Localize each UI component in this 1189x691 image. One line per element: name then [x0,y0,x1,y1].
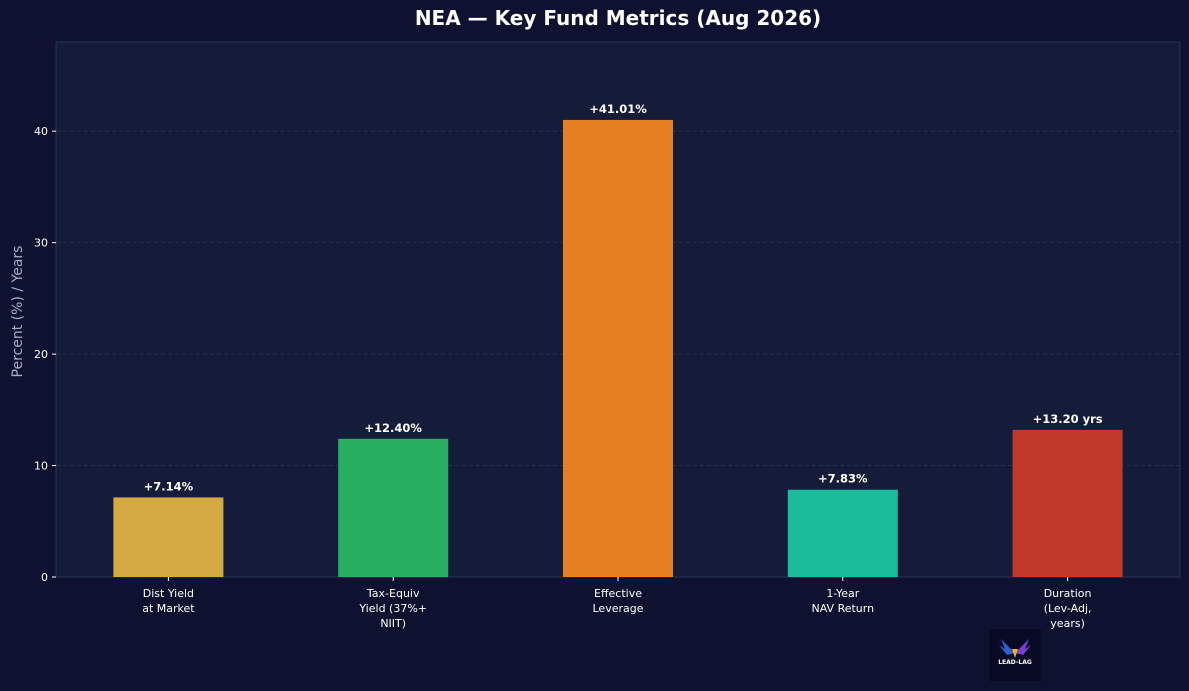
bar [787,489,898,577]
bar [1012,429,1123,577]
y-tick-label: 20 [34,348,48,361]
data-label: +41.01% [589,102,647,116]
lead-lag-logo: LEAD-LAG [989,629,1041,681]
x-tick-label: Yield (37%+ [358,602,427,615]
x-tick-label: Effective [594,587,642,600]
y-tick-label: 30 [34,237,48,250]
x-tick-label: NIIT) [380,617,406,630]
bar [338,438,449,577]
y-tick-label: 10 [34,460,48,473]
x-tick-label: NAV Return [812,602,875,615]
x-tick-label: Tax-Equiv [366,587,420,600]
x-tick-label: (Lev-Adj, [1044,602,1092,615]
data-label: +7.14% [144,479,194,493]
x-tick-label: at Market [142,602,195,615]
x-tick-label: Dist Yield [143,587,194,600]
y-axis-label: Percent (%) / Years [10,246,26,378]
data-label: +7.83% [818,472,868,486]
x-tick-label: Leverage [593,602,644,615]
x-tick-label: years) [1050,617,1085,630]
x-tick-label: Duration [1044,587,1092,600]
logo-text: LEAD-LAG [998,659,1032,666]
data-label: +13.20 yrs [1033,412,1103,426]
y-tick-label: 40 [34,125,48,138]
bar [113,497,224,577]
chart-title: NEA — Key Fund Metrics (Aug 2026) [414,6,822,30]
data-label: +12.40% [364,421,422,435]
bar [563,119,673,578]
x-tick-label: 1-Year [826,587,859,600]
eagle-logo-icon [999,639,1031,658]
y-tick-label: 0 [41,571,48,584]
